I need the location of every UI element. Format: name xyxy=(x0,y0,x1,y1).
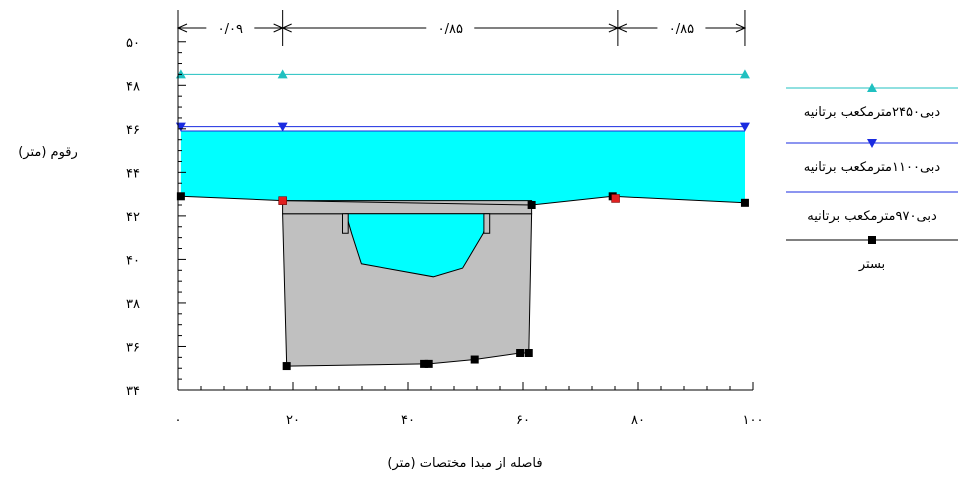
y-axis-title: رقوم (متر) xyxy=(18,145,78,160)
pier-1 xyxy=(342,213,349,234)
plot-area xyxy=(175,69,750,371)
series-4-point-5 xyxy=(740,198,749,207)
dimension-annotations: ۰/۰۹ ۰/۸۵ ۰/۸۵ xyxy=(176,10,747,46)
legend-label-4: بستر xyxy=(858,257,885,272)
y-tick-label: ۴۸ xyxy=(126,79,140,94)
structure-bottom-marker-1 xyxy=(282,362,291,371)
red-marker-1 xyxy=(278,196,287,205)
pier-2 xyxy=(483,213,491,234)
structure-bottom-marker-5 xyxy=(516,349,525,357)
dimension-arrow-left xyxy=(281,23,292,33)
axes: فاصله از مبدا مختصات (متر) رقوم (متر) ۳۴… xyxy=(18,20,763,471)
y-tick-label: ۳۶ xyxy=(126,340,140,355)
y-tick-label: ۳۴ xyxy=(126,384,140,399)
dimension-label-3: ۰/۸۵ xyxy=(669,22,694,37)
dimension-arrow-left xyxy=(176,23,188,33)
series-2-point-1 xyxy=(175,122,186,132)
legend-marker-2 xyxy=(867,139,877,148)
x-tick-label: ۸۰ xyxy=(631,413,645,428)
x-tick-label: ۱۰۰ xyxy=(743,413,764,428)
legend-label-2: دبی۱۱۰۰مترمکعب برتانیه xyxy=(804,160,941,175)
series-1-point-2 xyxy=(277,69,288,79)
legend-marker-4 xyxy=(868,236,876,244)
x-tick-label: ۲۰ xyxy=(286,413,300,428)
y-tick-label: ۳۸ xyxy=(126,297,140,312)
x-axis-title: فاصله از مبدا مختصات (متر) xyxy=(387,456,542,471)
water-area xyxy=(180,131,745,205)
dimension-label-1: ۰/۰۹ xyxy=(218,22,243,37)
structure-bottom-marker-3 xyxy=(424,359,433,368)
y-tick-label: ۴۲ xyxy=(126,210,140,225)
x-tick-label: ۴۰ xyxy=(401,413,415,428)
series-4-point-1 xyxy=(176,192,185,201)
dimension-label-2: ۰/۸۵ xyxy=(438,22,463,37)
y-tick-label: ۴۶ xyxy=(126,123,140,138)
structure-bottom-marker-6 xyxy=(524,349,533,357)
legend-label-1: دبی۲۴۵۰مترمکعب برتانیه xyxy=(804,105,941,120)
structure-bottom-marker-2 xyxy=(420,359,429,368)
x-tick-label: ۶۰ xyxy=(516,413,530,428)
legend: دبی۲۴۵۰مترمکعب برتانیه دبی۱۱۰۰مترمکعب برت… xyxy=(786,83,958,272)
y-tick-label: ۴۴ xyxy=(126,166,140,181)
red-marker-2 xyxy=(611,194,620,203)
dimension-arrow-left xyxy=(616,23,628,33)
dimension-arrow-right xyxy=(735,23,747,33)
legend-marker-1 xyxy=(867,83,877,92)
series-2-point-2 xyxy=(277,122,288,132)
legend-label-3: دبی۹۷۰مترمکعب برتانیه xyxy=(807,209,937,224)
series-2-point-3 xyxy=(739,122,750,132)
series-1-point-3 xyxy=(739,69,750,79)
y-tick-label: ۵۰ xyxy=(126,36,140,51)
x-tick-label: ۰ xyxy=(175,413,182,428)
structure-bottom-marker-4 xyxy=(470,355,479,364)
y-tick-label: ۴۰ xyxy=(126,253,140,268)
series-4-point-3 xyxy=(527,201,536,209)
